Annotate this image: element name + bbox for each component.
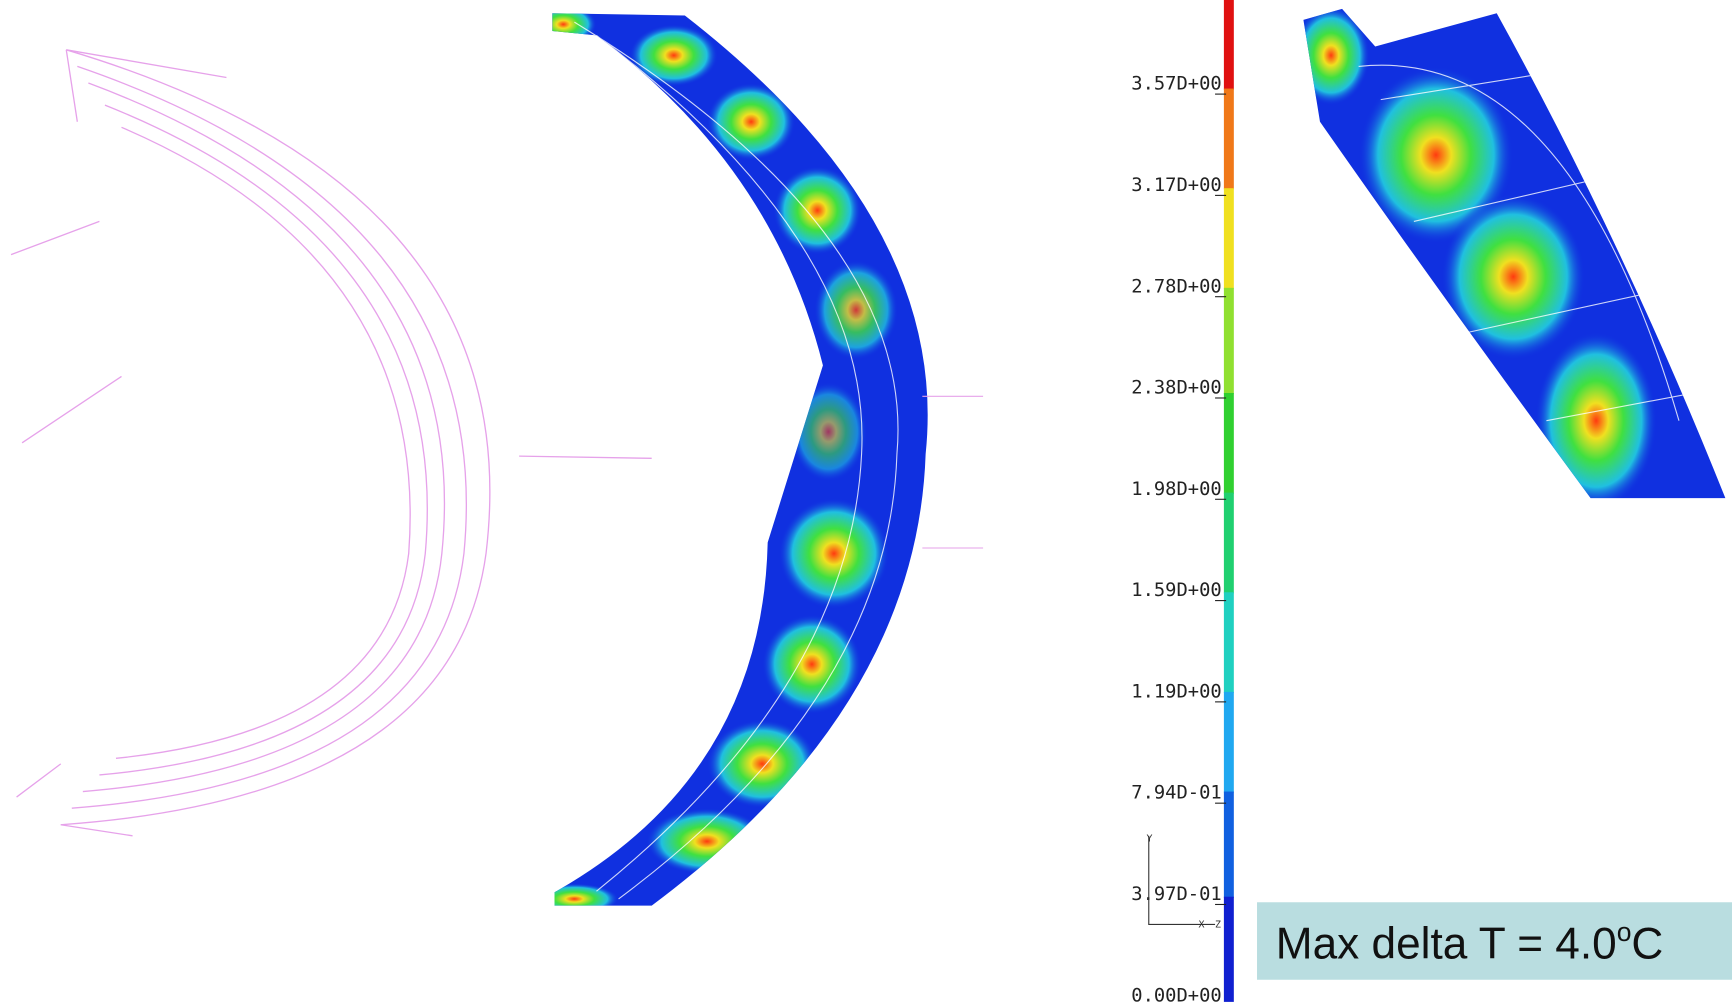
color-bar-label: 1.98D+00 <box>1131 479 1221 500</box>
caption: Max delta T = 4.0oC <box>1276 917 1664 969</box>
color-bar-label: 2.38D+00 <box>1131 378 1221 399</box>
color-bar-label: 1.59D+00 <box>1131 580 1221 601</box>
wireframe-model <box>11 50 652 836</box>
color-bar-label: 7.94D-01 <box>1131 783 1221 804</box>
caption-box: Max delta T = 4.0oC <box>1257 902 1732 979</box>
color-bar-label: 3.17D+00 <box>1131 175 1221 196</box>
axis-label: Y <box>1147 833 1153 844</box>
color-bar-label: 3.97D-01 <box>1131 884 1221 905</box>
color-bar-labels: 3.57D+00 3.17D+00 2.78D+00 2.38D+00 1.98D+00… <box>1131 74 1226 1003</box>
axis-label: X <box>1198 920 1204 931</box>
color-bar-label: 1.19D+00 <box>1131 681 1221 702</box>
caption-superscript: o <box>1617 917 1632 947</box>
axis-label: Z <box>1215 920 1221 931</box>
color-bar-label: 3.57D+00 <box>1131 74 1221 95</box>
axis-triad: Y X Z <box>1147 833 1221 930</box>
caption-unit: C <box>1631 920 1663 969</box>
color-bar-label: 2.78D+00 <box>1131 276 1221 297</box>
zoom-inset <box>1292 6 1725 510</box>
color-bar-label: 0.00D+00 <box>1131 985 1221 1003</box>
temperature-model <box>530 4 983 914</box>
page: 3.57D+00 3.17D+00 2.78D+00 2.38D+00 1.98D+00… <box>0 0 1732 1003</box>
caption-text: Max delta T = 4.0 <box>1276 920 1617 969</box>
color-bar <box>1224 0 1234 1002</box>
